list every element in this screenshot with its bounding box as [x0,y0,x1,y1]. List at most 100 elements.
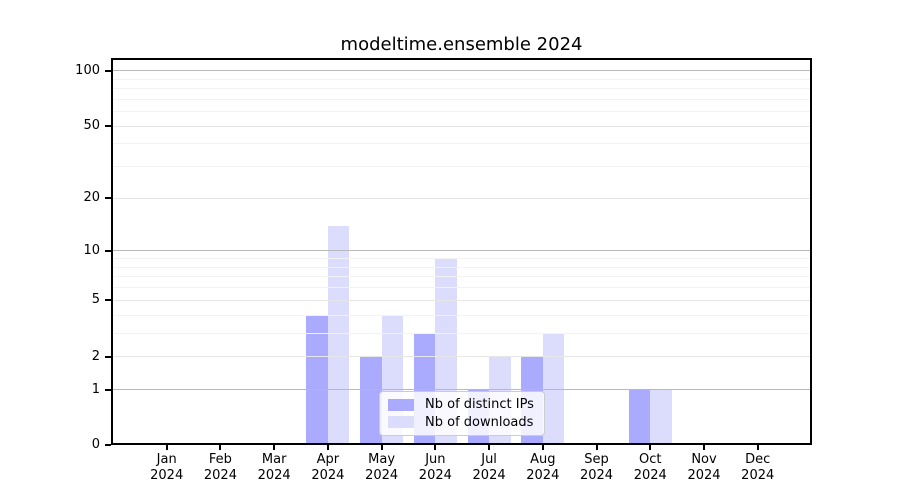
y-tick-label: 2 [91,348,100,364]
chart-title: modeltime.ensemble 2024 [340,34,583,55]
bar [306,315,328,443]
y-tick-label: 20 [83,190,100,206]
x-label-month: Oct [639,452,662,467]
y-tick-label: 50 [83,118,100,134]
legend-label-downloads: Nb of downloads [425,414,534,430]
y-tick [105,388,111,391]
x-label-year: 2024 [526,468,560,483]
y-tick-label: 1 [91,381,100,397]
y-tick [105,355,111,358]
y-tick [105,299,111,302]
y-tick [105,444,111,446]
x-tick-label: Feb 2024 [184,452,256,484]
x-tick [273,445,276,450]
x-label-year: 2024 [633,468,667,483]
y-tick [105,197,111,200]
x-tick [595,445,598,450]
x-tick [703,445,705,450]
gridline-minor [113,258,810,260]
x-tick [326,445,329,450]
x-label-month: Aug [530,452,556,467]
x-label-year: 2024 [579,468,614,483]
y-tick [105,125,111,128]
y-tick [105,249,111,252]
x-label-month: Apr [316,452,340,467]
x-label-month: Jun [425,452,446,467]
gridline-minor [113,166,810,168]
gridline-minor [113,276,810,278]
x-label-year: 2024 [472,468,506,483]
gridline-minor [113,111,810,113]
x-label-month: Jan [156,452,177,467]
y-tick-label: 10 [83,242,100,258]
x-tick [380,445,383,450]
x-tick-label: Nov 2024 [668,452,740,484]
gridline-decade [113,70,810,72]
bar [360,356,382,443]
x-label-year: 2024 [257,468,291,483]
x-tick [541,445,544,450]
x-tick [756,445,759,450]
x-label-month: Dec [745,452,771,467]
x-tick-label: Jun 2024 [399,452,471,484]
gridline-minor [113,314,810,316]
legend-swatch-distinct-ips [388,398,414,411]
legend: Nb of distinct IPs Nb of downloads [379,391,545,436]
legend-swatch-downloads [388,416,414,429]
x-tick [649,445,652,450]
gridline-major [113,197,810,199]
x-tick [219,445,222,450]
legend-label-distinct-ips: Nb of distinct IPs [425,397,534,413]
x-tick-label: Mar 2024 [238,452,310,484]
gridline-minor [113,287,810,289]
y-tick [105,69,111,72]
gridline-major [113,125,810,127]
gridline-major [113,356,810,358]
legend-item-distinct-ips: Nb of distinct IPs [388,397,536,412]
y-tick-label: 5 [91,292,100,308]
x-tick [488,445,491,450]
gridline-minor [113,98,810,100]
gridline-minor [113,78,810,80]
x-tick-label: Jan 2024 [131,452,203,484]
gridline-minor [113,266,810,268]
bar [542,333,565,443]
x-label-year: 2024 [150,468,184,483]
gridline-decade [113,389,810,391]
x-tick-label: Jul 2024 [453,452,525,484]
gridline-minor [113,88,810,90]
x-tick-label: Oct 2024 [614,452,686,484]
x-label-year: 2024 [687,468,721,483]
x-label-year: 2024 [418,468,452,483]
y-tick-label: 0 [91,437,100,452]
x-label-year: 2024 [741,468,775,483]
gridline-decade [113,250,810,252]
x-tick-label: Dec 2024 [722,452,794,484]
bar [327,225,350,443]
x-label-month: Feb [208,452,232,467]
gridline-major [113,299,810,301]
x-tick-label: Apr 2024 [292,452,364,484]
gridline-minor [113,143,810,145]
x-label-month: Nov [691,452,717,467]
x-label-year: 2024 [203,468,237,483]
x-label-month: Sep [584,452,609,467]
x-label-year: 2024 [311,468,345,483]
x-tick-label: Sep 2024 [561,452,633,484]
gridline-minor [113,332,810,334]
x-tick [434,445,437,450]
x-tick [165,445,168,450]
y-tick-label: 100 [75,62,100,78]
x-label-year: 2024 [365,468,399,483]
x-label-month: Jul [481,452,497,467]
bar [650,389,672,443]
x-tick-label: May 2024 [346,452,418,484]
x-label-month: Mar [261,452,287,467]
legend-item-downloads: Nb of downloads [388,415,536,430]
x-label-month: May [368,452,396,467]
bar [628,389,651,443]
x-tick-label: Aug 2024 [507,452,579,484]
